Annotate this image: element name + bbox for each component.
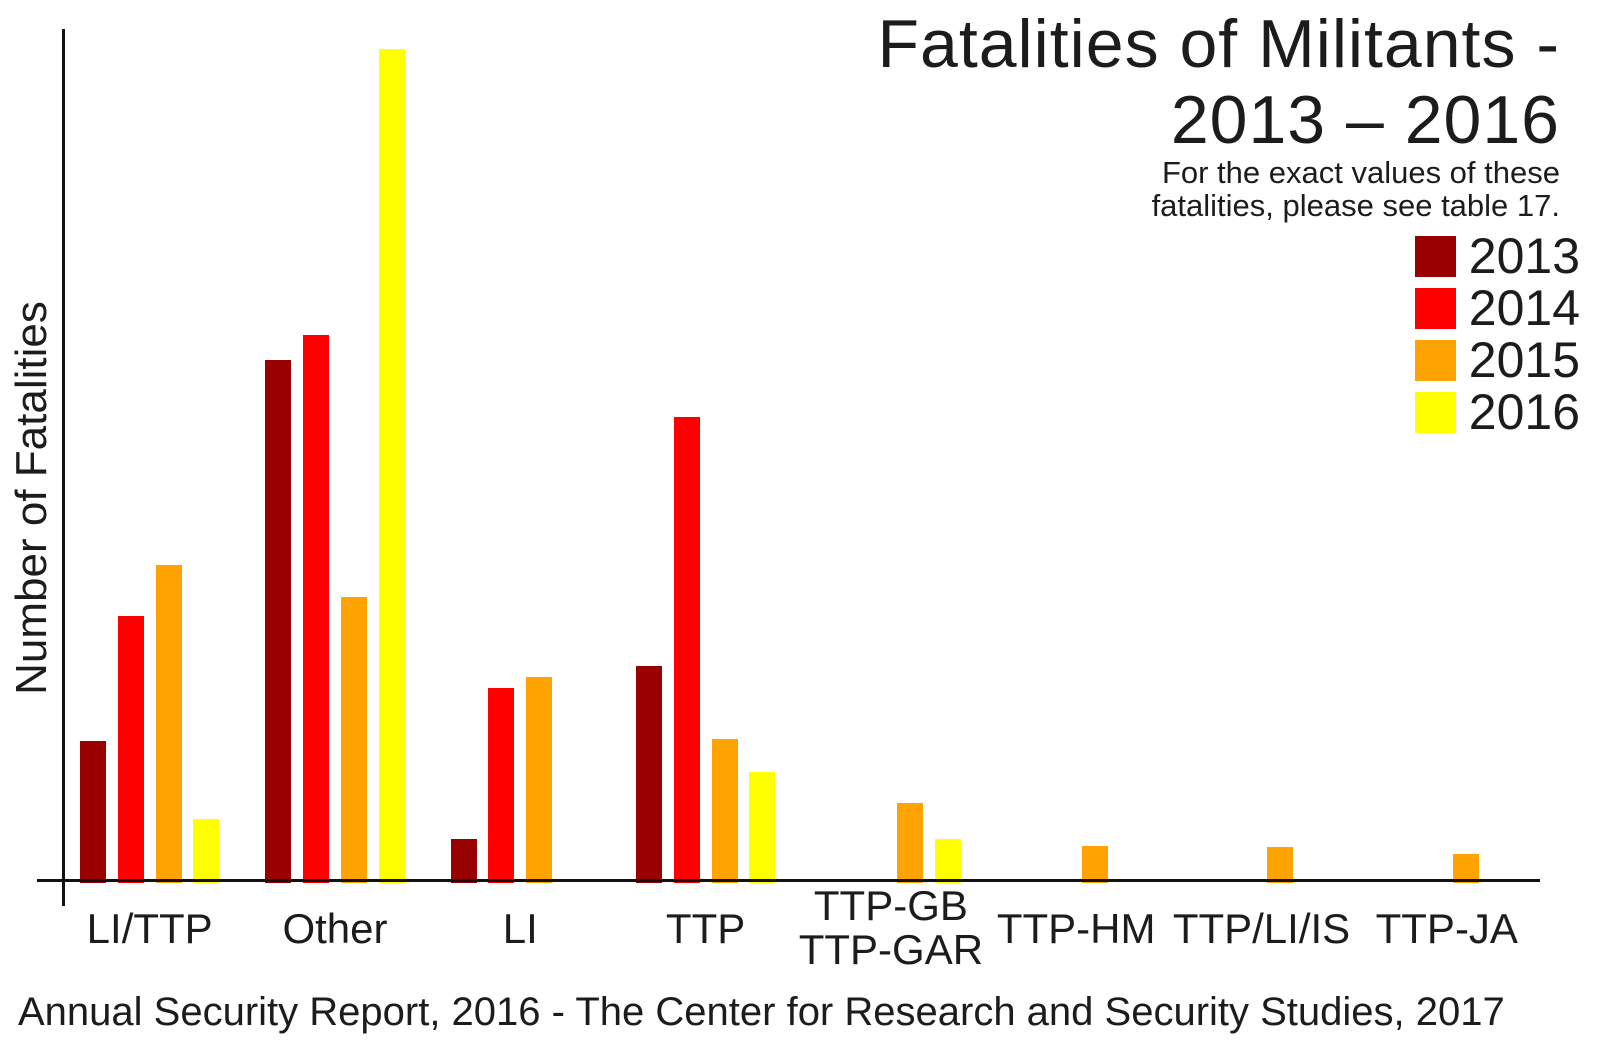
bar-2013-li bbox=[450, 839, 477, 883]
legend-label-2016: 2016 bbox=[1468, 384, 1580, 440]
bar-2014-li bbox=[488, 688, 515, 883]
chart-title-line1: Fatalities of Militants - bbox=[877, 6, 1560, 82]
source-caption: Annual Security Report, 2016 - The Cente… bbox=[18, 990, 1505, 1034]
chart-title: Fatalities of Militants - 2013 – 2016 bbox=[877, 6, 1560, 158]
x-axis-label-ttp-hm: TTP-HM bbox=[996, 905, 1156, 952]
bar-2014-li-ttp bbox=[117, 616, 144, 883]
chart-subtitle-line1: For the exact values of these bbox=[1161, 155, 1560, 190]
x-axis-label-ttp-li-is: TTP/LI/IS bbox=[1172, 905, 1351, 952]
bar-2014-ttp bbox=[673, 417, 700, 883]
bar-2015-li-ttp bbox=[155, 565, 182, 883]
bar-2015-ttp-ja bbox=[1452, 854, 1479, 883]
bar-2013-li-ttp bbox=[80, 741, 106, 883]
chart-subtitle-line2: fatalities, please see table 17. bbox=[1151, 188, 1560, 223]
legend-item-2016: 2016 bbox=[1414, 384, 1580, 440]
legend: 2013 2014 2015 2016 bbox=[1414, 228, 1580, 440]
x-axis-label-ttp-ja: TTP-JA bbox=[1375, 905, 1518, 952]
x-axis-label-ttp: TTP bbox=[665, 905, 746, 952]
y-axis-line bbox=[62, 29, 65, 906]
legend-item-2013: 2013 bbox=[1414, 228, 1580, 284]
bar-2015-ttp bbox=[711, 739, 738, 883]
legend-swatch-2015 bbox=[1414, 339, 1456, 381]
x-axis-line bbox=[37, 879, 1540, 882]
bar-2016-ttp-gb-ttp-gar bbox=[934, 839, 961, 883]
bar-2013-ttp bbox=[635, 666, 662, 883]
bar-2015-ttp-hm bbox=[1082, 846, 1109, 883]
legend-swatch-2013 bbox=[1414, 235, 1456, 277]
bar-2016-other bbox=[378, 49, 405, 883]
bar-2015-li bbox=[526, 677, 553, 883]
bar-2015-other bbox=[340, 597, 367, 883]
chart-title-line2: 2013 – 2016 bbox=[1170, 82, 1560, 158]
legend-item-2014: 2014 bbox=[1414, 280, 1580, 336]
legend-label-2013: 2013 bbox=[1468, 228, 1580, 284]
bar-2016-ttp bbox=[749, 772, 776, 883]
legend-swatch-2016 bbox=[1414, 391, 1456, 433]
x-axis-label-li-ttp: LI/TTP bbox=[86, 905, 213, 952]
x-axis-label-li: LI bbox=[502, 905, 538, 952]
bar-2016-li-ttp bbox=[193, 819, 220, 883]
x-axis-label-ttp-gb-ttp-gar: TTP-GB TTP-GAR bbox=[798, 882, 984, 973]
bar-2014-other bbox=[303, 335, 330, 883]
x-axis-label-other: Other bbox=[282, 905, 388, 952]
bar-2013-other bbox=[265, 360, 292, 883]
bar-2015-ttp-li-is bbox=[1267, 847, 1294, 883]
legend-item-2015: 2015 bbox=[1414, 332, 1580, 388]
legend-label-2015: 2015 bbox=[1468, 332, 1580, 388]
chart-subtitle: For the exact values of these fatalities… bbox=[1152, 156, 1560, 222]
legend-label-2014: 2014 bbox=[1468, 280, 1580, 336]
bar-2015-ttp-gb-ttp-gar bbox=[896, 803, 923, 883]
legend-swatch-2014 bbox=[1414, 287, 1456, 329]
